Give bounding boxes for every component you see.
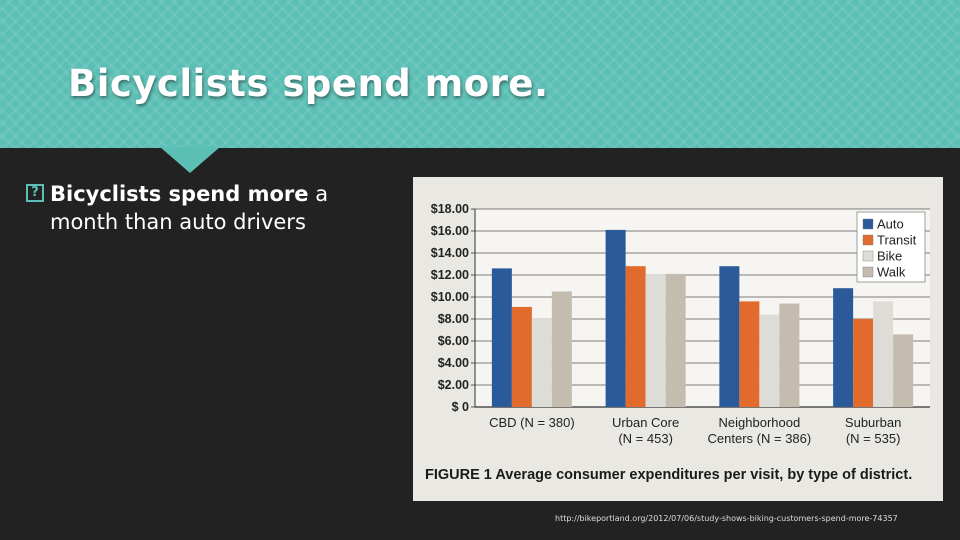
y-tick-label: $4.00	[438, 356, 469, 370]
slide-title: Bicyclists spend more.	[68, 62, 549, 105]
x-category-label: Centers (N = 386)	[708, 431, 812, 446]
legend-swatch-bike	[862, 250, 874, 262]
x-category-label: CBD (N = 380)	[489, 415, 575, 430]
bar-bike	[645, 273, 666, 407]
bar-transit	[853, 319, 874, 407]
legend-label-walk: Walk	[877, 265, 906, 280]
y-tick-label: $2.00	[438, 378, 469, 392]
bar-auto	[833, 288, 854, 407]
y-tick-label: $ 0	[452, 400, 469, 414]
bar-auto	[491, 268, 512, 407]
bullet-text: Bicyclists spend more a month than auto …	[50, 180, 376, 236]
y-tick-label: $18.00	[431, 202, 469, 216]
bullet-rest-text: a month than auto drivers	[50, 182, 329, 234]
chart-figure: $ 0 $2.00 $4.00 $6.00 $8.00 $10.00 $12.00 $14.0…	[413, 177, 943, 501]
legend-swatch-walk	[862, 266, 874, 278]
chart-caption: FIGURE 1 Average consumer expenditures p…	[425, 467, 912, 483]
y-tick-label: $10.00	[431, 290, 469, 304]
source-link[interactable]: http://bikeportland.org/2012/07/06/study…	[555, 514, 898, 523]
bar-transit	[739, 301, 760, 407]
bullet-bold-text: Bicyclists spend more	[50, 182, 309, 206]
x-category-label: Suburban	[845, 415, 901, 430]
bullet-point: ? Bicyclists spend more a month than aut…	[26, 180, 376, 236]
bar-auto	[719, 266, 740, 407]
y-tick-label: $14.00	[431, 246, 469, 260]
x-category-label: (N = 535)	[846, 431, 901, 446]
x-category-label: Urban Core	[612, 415, 679, 430]
legend-label-transit: Transit	[877, 233, 917, 248]
legend-swatch-transit	[862, 234, 874, 246]
legend-label-bike: Bike	[877, 249, 902, 264]
banner-notch	[160, 147, 220, 173]
bar-auto	[605, 229, 626, 407]
bar-walk	[665, 273, 686, 407]
x-category-label: Neighborhood	[719, 415, 801, 430]
bar-walk	[893, 334, 914, 407]
y-tick-label: $16.00	[431, 224, 469, 238]
x-category-label: (N = 453)	[618, 431, 673, 446]
bar-chart: $ 0 $2.00 $4.00 $6.00 $8.00 $10.00 $12.00 $14.0…	[425, 202, 930, 483]
title-banner: Bicyclists spend more.	[0, 0, 960, 148]
bar-transit	[625, 266, 646, 407]
bar-transit	[511, 306, 532, 407]
bar-bike	[759, 314, 780, 407]
y-tick-label: $12.00	[431, 268, 469, 282]
legend-swatch-auto	[862, 218, 874, 230]
bullet-question-icon: ?	[26, 184, 44, 202]
bar-walk	[551, 291, 572, 407]
y-tick-label: $6.00	[438, 334, 469, 348]
legend-label-auto: Auto	[877, 217, 904, 232]
bar-bike	[873, 301, 894, 407]
bar-bike	[531, 317, 552, 407]
bar-walk	[779, 303, 800, 407]
y-tick-label: $8.00	[438, 312, 469, 326]
